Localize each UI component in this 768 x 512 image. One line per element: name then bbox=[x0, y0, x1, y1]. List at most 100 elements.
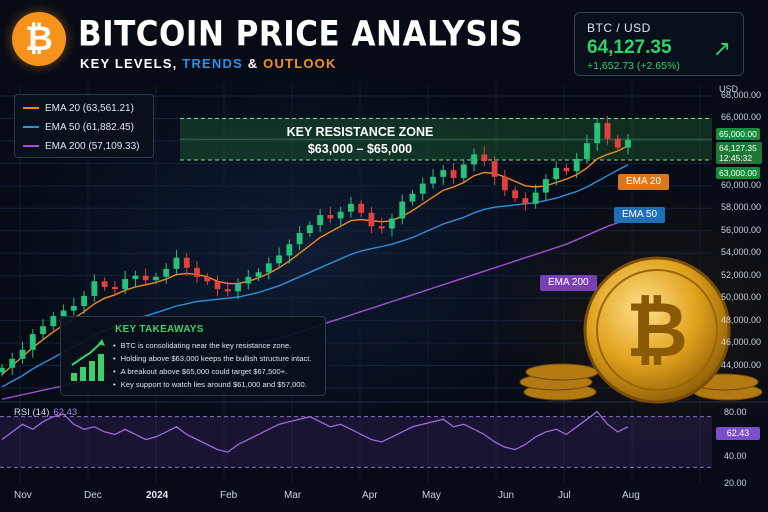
legend-swatch-ema-200 bbox=[23, 145, 39, 148]
candle-body bbox=[183, 257, 190, 268]
takeaways-list: BTC is consolidating near the key resist… bbox=[113, 339, 312, 391]
rsi-panel bbox=[0, 401, 768, 468]
candle-body bbox=[563, 167, 570, 172]
takeaways-title: KEY TAKEAWAYS bbox=[115, 324, 204, 335]
candle-body bbox=[70, 306, 77, 311]
ema-line-ema-20 bbox=[1, 145, 629, 376]
x-tick-label: Nov bbox=[14, 490, 32, 501]
candle-body bbox=[532, 192, 539, 204]
candle-body bbox=[50, 316, 57, 327]
legend-label-ema-20: EMA 20 (63,561.21) bbox=[45, 103, 134, 114]
ema-200-tag: EMA 200 bbox=[540, 275, 597, 291]
candle-body bbox=[0, 367, 5, 373]
subtitle-part-outlook: OUTLOOK bbox=[263, 56, 337, 71]
candle-body bbox=[204, 276, 211, 282]
y-axis-label: USD bbox=[719, 84, 739, 94]
y-tick-label: 44,000.00 bbox=[721, 359, 762, 370]
candle-body bbox=[584, 143, 590, 159]
candle-body bbox=[594, 122, 601, 144]
resistance-zone-range: $63,000 – $65,000 bbox=[307, 142, 413, 156]
candle-body bbox=[450, 170, 457, 178]
candle-body bbox=[501, 176, 508, 191]
candle-body bbox=[604, 122, 611, 139]
candle-body bbox=[9, 358, 16, 368]
candle-body bbox=[19, 349, 26, 359]
y-tick-label: 54,000.00 bbox=[721, 247, 762, 258]
candle-body bbox=[553, 167, 560, 180]
candle-body bbox=[409, 193, 416, 202]
price-card-pair: BTC / USD bbox=[587, 21, 651, 35]
rsi-line bbox=[1, 410, 629, 453]
candle-body bbox=[460, 164, 467, 178]
candle-body bbox=[419, 183, 426, 194]
y-tick-label: 68,000.00 bbox=[721, 90, 762, 100]
rsi-label-value: 62.43 bbox=[53, 407, 78, 418]
resistance-zone-title: KEY RESISTANCE ZONE bbox=[286, 125, 434, 139]
candle-body bbox=[573, 158, 580, 172]
candle-body bbox=[276, 255, 283, 264]
candle-body bbox=[389, 218, 395, 229]
takeaway-item: BTC is consolidating near the key resist… bbox=[113, 339, 311, 352]
candle-body bbox=[122, 279, 129, 290]
y-tick-label: 66,000.00 bbox=[721, 112, 762, 123]
x-tick-label: Feb bbox=[220, 490, 238, 501]
x-tick-label: Apr bbox=[362, 490, 378, 501]
candle-body bbox=[29, 334, 36, 350]
subtitle-part-amp: & bbox=[242, 56, 264, 71]
x-tick-label: Mar bbox=[284, 490, 302, 501]
candle-body bbox=[163, 268, 170, 277]
price-card-change: +1,652.73 (+2.65%) bbox=[587, 60, 680, 72]
candle-body bbox=[358, 203, 365, 213]
legend-label-ema-50: EMA 50 (61,882.45) bbox=[45, 122, 134, 133]
coin-symbol: ₿ bbox=[626, 285, 688, 374]
rsi-label: RSI (14) 62.43 bbox=[14, 407, 77, 418]
rsi-tick-20: 20.00 bbox=[724, 478, 747, 488]
candle-body bbox=[327, 215, 334, 219]
price-card-price: 64,127.35 bbox=[587, 37, 672, 58]
resistance-zone bbox=[180, 117, 712, 161]
x-tick-label: May bbox=[422, 490, 441, 501]
candle-body bbox=[347, 203, 354, 212]
x-tick-label: Jul bbox=[558, 490, 571, 501]
y-tick-label: 48,000.00 bbox=[721, 314, 762, 325]
ema-legend: EMA 20 (63,561.21) EMA 50 (61,882.45) EM… bbox=[14, 94, 154, 158]
y-tick-label: 60,000.00 bbox=[721, 179, 762, 190]
candle-body bbox=[111, 286, 118, 290]
takeaway-item: Holding above $63,000 keeps the bullish … bbox=[113, 352, 312, 365]
resistance-zone-band bbox=[180, 118, 712, 161]
candle-body bbox=[173, 257, 180, 269]
current-price-badge-price: 64,127.35 bbox=[719, 143, 757, 153]
current-price-badge-time: 12:45:32 bbox=[719, 153, 753, 163]
candle-body bbox=[306, 225, 313, 234]
candle-body bbox=[491, 161, 498, 177]
takeaway-item: A breakout above $65,000 could target $6… bbox=[113, 365, 311, 378]
candlesticks bbox=[0, 115, 631, 377]
price-card: BTC / USD 64,127.35 +1,652.73 (+2.65%) ↗ bbox=[574, 12, 744, 76]
candle-body bbox=[542, 179, 549, 193]
x-tick-label: Jun bbox=[498, 490, 515, 501]
candle-body bbox=[153, 276, 159, 281]
coin-disc bbox=[583, 256, 731, 404]
candle-body bbox=[224, 289, 231, 292]
resistance-zone-label: KEY RESISTANCE ZONE $63,000 – $65,000 bbox=[240, 124, 480, 158]
candle-body bbox=[368, 212, 375, 227]
candle-body bbox=[440, 170, 447, 177]
ema-20-tag: EMA 20 bbox=[618, 174, 670, 190]
bitcoin-logo-icon: ₿ bbox=[12, 12, 66, 66]
rsi-value-badge: 62.43 bbox=[716, 427, 760, 440]
candle-body bbox=[255, 272, 262, 277]
rsi-tick-40: 40.00 bbox=[724, 451, 747, 461]
x-tick-label: Dec bbox=[84, 490, 102, 501]
candle-body bbox=[296, 233, 303, 245]
y-tick-label: 46,000.00 bbox=[721, 337, 762, 348]
candle-body bbox=[286, 244, 293, 256]
subtitle-part-levels: KEY LEVELS, bbox=[80, 56, 183, 71]
candle-body bbox=[337, 211, 344, 219]
legend-label-ema-200: EMA 200 (57,109.33) bbox=[45, 141, 140, 152]
coin-stack-piece bbox=[525, 363, 599, 381]
candle-body bbox=[481, 154, 488, 162]
rsi-label-name: RSI (14) bbox=[14, 407, 50, 418]
y-tick-label: 56,000.00 bbox=[721, 224, 762, 235]
